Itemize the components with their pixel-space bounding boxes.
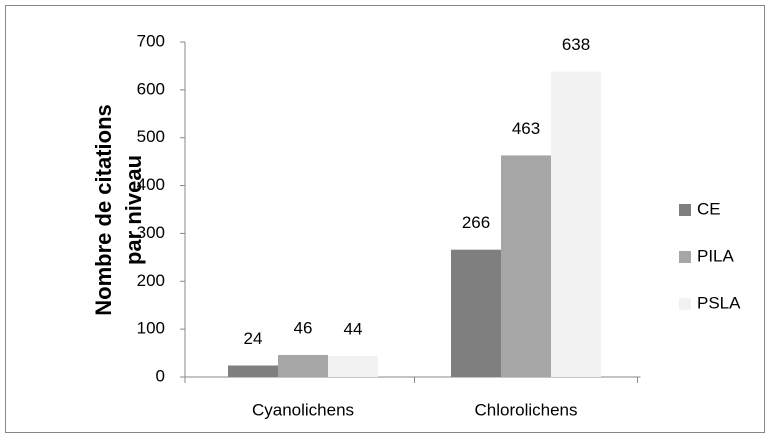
y-tick-label: 600 <box>137 79 165 98</box>
y-tick-label: 200 <box>137 271 165 290</box>
legend-swatch <box>679 204 691 216</box>
data-label: 24 <box>244 329 263 348</box>
bar <box>501 155 551 377</box>
legend-swatch <box>679 251 691 263</box>
y-tick-label: 500 <box>137 127 165 146</box>
y-tick-label: 0 <box>156 366 165 385</box>
y-tick-label: 400 <box>137 175 165 194</box>
legend-label: PSLA <box>697 293 741 312</box>
y-tick-label: 300 <box>137 223 165 242</box>
bar <box>278 354 328 377</box>
data-label: 463 <box>512 119 540 138</box>
bar <box>451 249 501 377</box>
chart-border <box>5 5 765 433</box>
data-label: 266 <box>462 213 490 232</box>
bar <box>551 71 601 378</box>
legend-label: CE <box>697 199 721 218</box>
y-axis-label: par niveau <box>121 155 146 265</box>
x-tick-label: Cyanolichens <box>252 400 354 419</box>
y-axis-label: Nombre de citations <box>91 104 116 315</box>
legend-swatch <box>679 298 691 310</box>
data-label: 638 <box>562 35 590 54</box>
x-tick-label: Chlorolichens <box>475 400 578 419</box>
bar <box>228 365 278 377</box>
y-tick-label: 100 <box>137 319 165 338</box>
data-label: 46 <box>294 318 313 337</box>
legend-label: PILA <box>697 246 735 265</box>
y-tick-label: 700 <box>137 31 165 50</box>
data-label: 44 <box>344 319 363 338</box>
bar <box>328 355 378 377</box>
